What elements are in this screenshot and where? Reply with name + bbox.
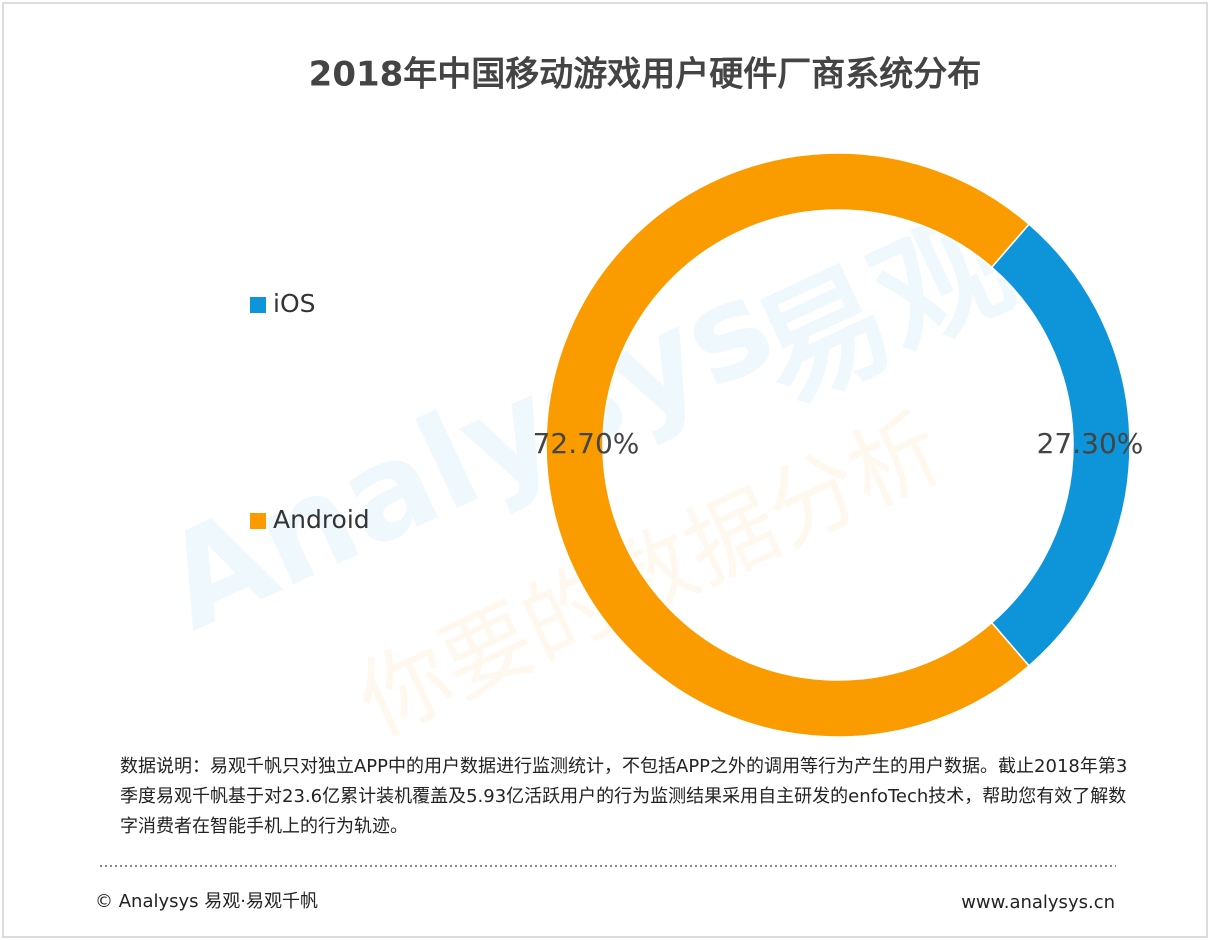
legend-swatch [250,513,266,529]
legend-label: iOS [273,289,316,318]
donut-slice [545,152,1031,738]
chart-title: 2018年中国移动游戏用户硬件厂商系统分布 [309,55,982,95]
legend-swatch [250,297,266,313]
footer-left: © Analysys 易观·易观千帆 [95,891,318,912]
legend-label: Android [273,505,370,534]
value-label: 27.30% [1037,427,1144,460]
footer-right: www.analysys.cn [961,892,1115,913]
value-label: 72.70% [533,427,640,460]
note: 数据说明：易观千帆只对独立APP中的用户数据进行监测统计，不包括APP之外的调用… [120,756,1128,837]
